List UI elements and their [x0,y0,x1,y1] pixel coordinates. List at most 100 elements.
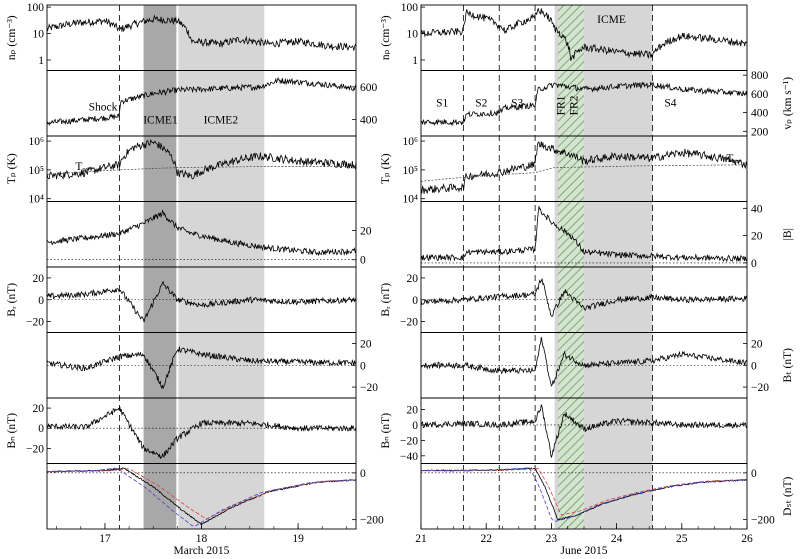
region-label-2: S2 [475,98,487,110]
panel-label-dst: Dₛₜ (nT) [782,476,794,515]
y-tick-label: 20 [751,231,763,243]
y-tick-label: 0 [751,258,757,270]
dst-model-line-0 [421,468,748,516]
shock-label: Shock [89,102,118,114]
y-tick-label: −20 [360,382,378,394]
series-line-bt-0 [46,346,357,390]
flux-rope-label-2: FR2 [568,95,580,115]
series-line-bn-0 [420,404,748,458]
series-line-br-0 [420,277,748,317]
figure-march: 100 10 1 nₚ (cm⁻³) 600 400 10⁶ 10⁵ 10⁴ Tₚ (K) 20 0 2… [6,2,384,557]
y-tick-label: 200 [751,126,769,138]
panel-label-np: nₚ (cm⁻³) [6,15,18,60]
series-line-br-0 [46,281,357,323]
panel-label-br: Bᵣ (nT) [6,283,18,317]
series-line-tp-0 [420,141,748,194]
y-tick-label: 10 [407,29,419,41]
y-tick-label: −40 [400,451,418,463]
x-tick-label: 23 [546,533,558,545]
panel-label-bn: Bₙ (nT) [380,413,392,449]
panel-label-vp: vₚ (km s⁻¹) [782,77,794,130]
y-tick-label: 10⁵ [402,165,418,177]
y-tick-label: 600 [360,82,378,94]
x-tick-label: 17 [99,533,111,545]
icme2-label: ICME2 [204,115,239,127]
y-tick-label: 1 [412,55,418,67]
y-tick-label: 20 [407,273,419,285]
y-tick-label: 20 [407,405,419,417]
icme1-label: ICME1 [143,115,178,127]
y-tick-label: 400 [751,108,769,120]
x-tick-label: 26 [741,533,753,545]
panel-label-np: nₚ (cm⁻³) [380,15,392,60]
y-tick-label: −20 [26,317,44,329]
y-tick-label: −200 [751,515,775,527]
region-label-1: S1 [436,98,448,110]
series-line-tp-0 [46,138,357,180]
panel-label-bn: Bₙ (nT) [6,413,18,449]
series-line-b-0 [420,206,748,263]
y-tick-label: 40 [751,203,763,215]
series-line-tp-1 [46,166,356,175]
y-tick-label: 400 [360,115,378,127]
panel-label-b: |B| [782,228,794,240]
y-tick-label: 20 [360,338,372,350]
y-tick-label: 0 [38,423,44,435]
y-tick-label: 800 [751,70,769,82]
x-axis-title: June 2015 [561,545,608,557]
panel-dst: 0 −200 Dₛₜ (nT) [420,463,794,530]
panel-label-tp: Tₚ (K) [380,153,392,184]
panel-tp: 10⁶ 10⁵ 10⁴ Tₚ (K) [380,135,748,206]
x-tick-label: 19 [292,533,304,545]
panel-np: 100 10 1 nₚ (cm⁻³) [6,2,357,71]
y-tick-label: 0 [751,468,757,480]
y-tick-label: 100 [401,2,419,14]
x-tick-label: 22 [480,533,492,545]
dst-model-line-1 [421,467,747,522]
series-line-vp-0 [46,76,357,127]
series-line-b-0 [46,209,357,257]
dst-model-line-0 [47,468,357,519]
x-tick-label: 24 [611,533,623,545]
y-tick-label: −20 [751,382,769,394]
y-tick-label: 0 [360,255,366,267]
y-tick-label: 0 [412,420,418,432]
series-line-np-0 [420,8,748,61]
y-tick-label: 1 [38,55,44,67]
y-tick-label: 0 [38,295,44,307]
panel-bn: 20 0 −20 −40 Bₙ (nT) [380,397,748,464]
y-tick-label: 600 [751,89,769,101]
y-tick-label: −200 [360,515,384,527]
region-label-3: S3 [511,98,523,110]
y-tick-label: 20 [751,338,763,350]
y-tick-label: −20 [400,317,418,329]
series-line-vp-0 [420,81,748,127]
dst-model-line-1 [46,467,356,527]
panel-label-bt: Bₜ (nT) [782,348,794,383]
x-tick-label: 18 [196,533,208,545]
y-tick-label: 10⁵ [28,165,44,177]
y-tick-label: 10⁴ [402,194,418,206]
y-tick-label: 20 [360,226,372,238]
panel-label-br: Bᵣ (nT) [380,283,392,317]
flux-rope-label-1: FR1 [555,95,567,115]
y-tick-label: 0 [412,295,418,307]
y-tick-label: 20 [33,403,45,415]
tex-label: Tₑₓ [75,161,89,173]
y-tick-label: 10⁴ [28,194,44,206]
y-tick-label: 10⁶ [402,136,418,148]
series-line-bn-0 [46,406,357,460]
series-line-np-0 [46,14,357,52]
region-label-4: S4 [664,98,676,110]
x-axis-title: March 2015 [174,545,230,557]
panel-bn: 20 0 −20 Bₙ (nT) [6,397,357,464]
x-tick-label: 21 [415,533,427,545]
y-tick-label: 0 [360,468,366,480]
panel-label-tp: Tₚ (K) [6,153,18,184]
y-tick-label: 10⁶ [28,136,44,148]
series-line-bt-0 [420,337,748,387]
y-tick-label: 10 [33,29,45,41]
y-tick-label: 100 [27,2,45,14]
